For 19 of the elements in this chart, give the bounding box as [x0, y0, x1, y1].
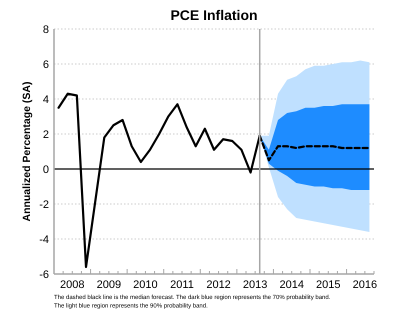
x-tick-label: 2009: [96, 279, 122, 291]
y-tick-label: 0: [42, 164, 49, 176]
x-tick-label: 2016: [352, 279, 378, 291]
y-tick-label: -4: [39, 234, 49, 246]
y-tick-label: 2: [42, 128, 49, 141]
y-tick-label: 4: [42, 94, 49, 106]
y-tick-label: 8: [42, 24, 49, 36]
y-axis-title: Annualized Percentage (SA): [21, 81, 33, 222]
y-tick-label: -2: [39, 198, 49, 211]
y-tick-label: -6: [39, 268, 49, 281]
x-tick-label: 2015: [316, 279, 341, 291]
x-tick-label: 2012: [206, 279, 231, 291]
y-tick-label: 6: [42, 58, 49, 71]
x-tick-label: 2008: [60, 279, 85, 291]
x-tick-label: 2013: [242, 279, 268, 291]
x-tick-label: 2014: [279, 279, 304, 291]
x-tick-label: 2011: [170, 279, 194, 291]
chart-title: PCE Inflation: [170, 7, 258, 23]
x-tick-label: 2010: [133, 279, 158, 291]
